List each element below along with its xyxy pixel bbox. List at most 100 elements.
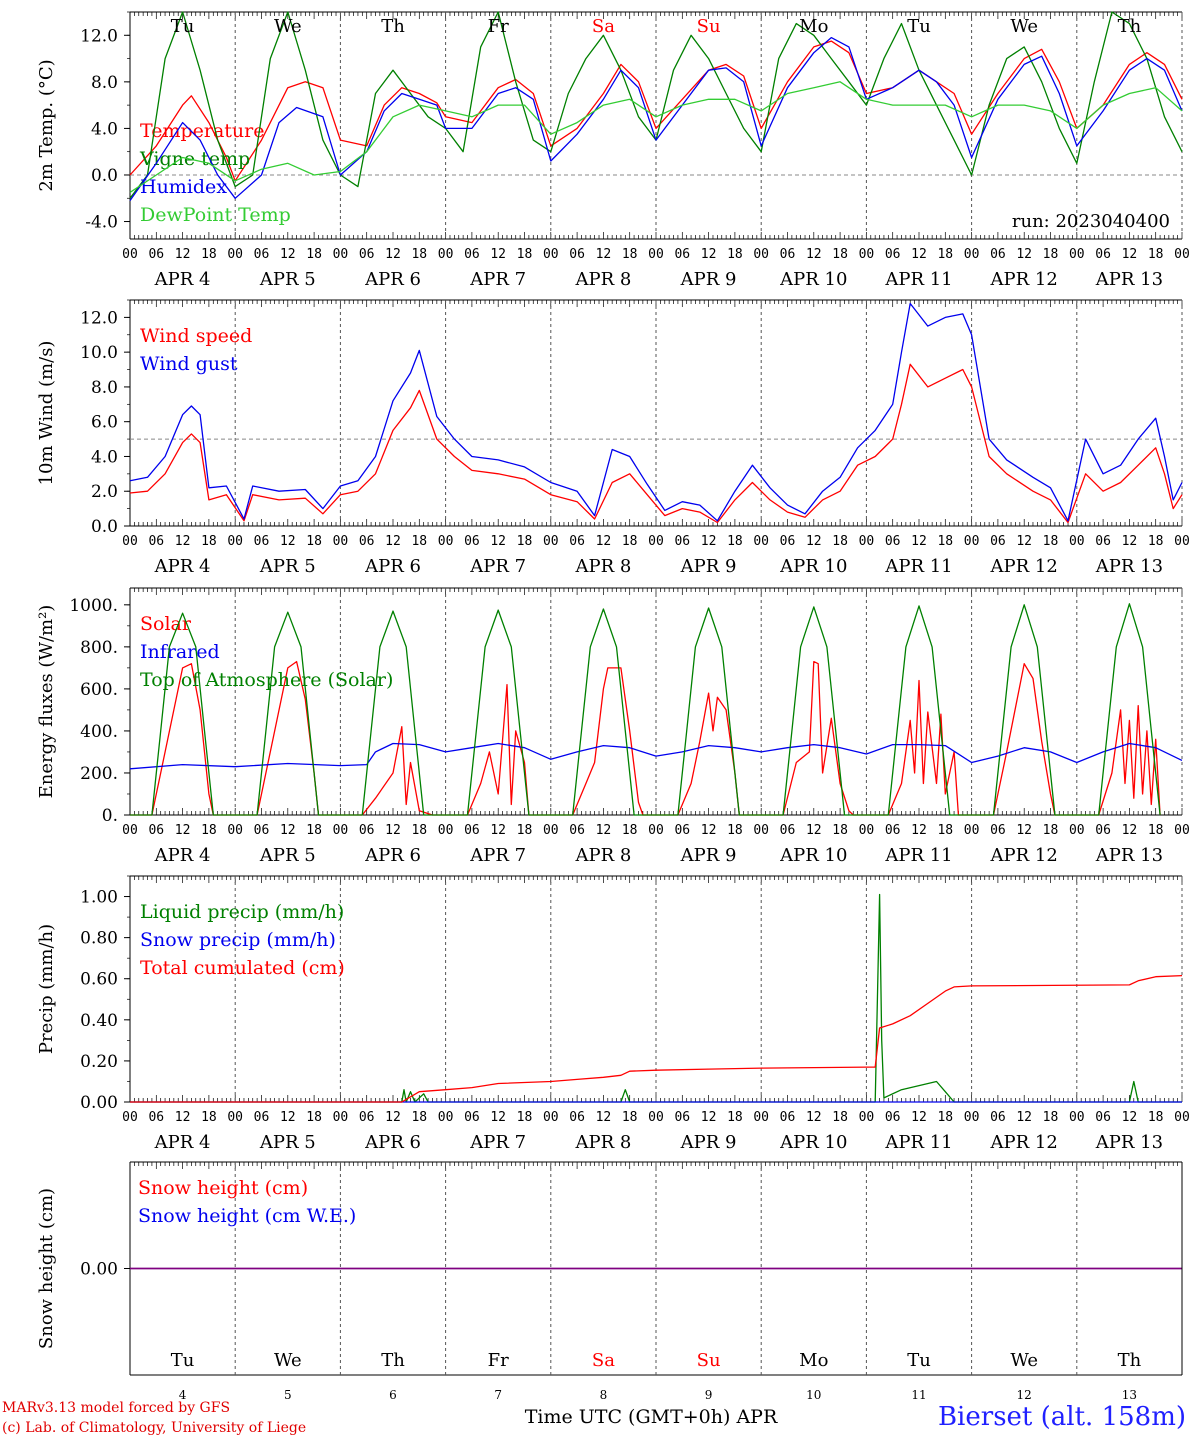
- hour-tick-label: 18: [622, 1110, 638, 1125]
- hour-tick-label: 00: [1069, 534, 1085, 549]
- y-axis-label: 10m Wind (m/s): [36, 341, 57, 486]
- hour-tick-label: 06: [254, 247, 270, 262]
- hour-tick-label: 06: [990, 247, 1006, 262]
- series-top-of-atmosphere-solar-: [130, 603, 1161, 816]
- hour-tick-label: 12: [596, 534, 612, 549]
- y-tick-label: 0.20: [80, 1052, 118, 1072]
- weekday-label: Su: [697, 16, 721, 37]
- hour-tick-label: 00: [227, 823, 243, 838]
- panel-2: 0.0 2.0 4.0 6.0 8.0 10.0 12.0 10m Wind (m/s) Win…: [36, 299, 1190, 577]
- hour-tick-label: 00: [122, 247, 138, 262]
- hour-tick-label: 12: [596, 247, 612, 262]
- y-tick-label: 8.0: [91, 378, 118, 398]
- credit-lab: (c) Lab. of Climatology, University of L…: [2, 1420, 307, 1436]
- date-label: APR 8: [574, 556, 631, 577]
- hour-tick-label: 12: [385, 534, 401, 549]
- hour-tick-label: 06: [1095, 1110, 1111, 1125]
- panel-3: 0. 200. 400. 600. 800. 1000. Energy fluxes (W/…: [36, 587, 1190, 866]
- hour-tick-label: 06: [254, 1110, 270, 1125]
- legend-entry: Total cumulated (cm): [140, 957, 345, 979]
- hour-tick-label: 00: [227, 247, 243, 262]
- hour-tick-label: 00: [964, 534, 980, 549]
- legend-entry: Infrared: [140, 641, 220, 663]
- hour-tick-label: 06: [148, 823, 164, 838]
- credit-model: MARv3.13 model forced by GFS: [2, 1400, 231, 1416]
- date-label: APR 5: [259, 556, 316, 577]
- y-tick-label: 0.00: [80, 1093, 118, 1113]
- y-tick-label: 1.00: [80, 888, 118, 908]
- hour-tick-label: 06: [464, 534, 480, 549]
- hour-tick-label: 06: [359, 534, 375, 549]
- weekday-label: We: [274, 16, 302, 37]
- hour-tick-label: 00: [543, 247, 559, 262]
- legend-entry: Vigne temp: [139, 148, 250, 170]
- hour-tick-label: 12: [490, 534, 506, 549]
- hour-tick-label: 18: [622, 247, 638, 262]
- y-tick-label: 4.0: [91, 119, 118, 139]
- hour-tick-label: 06: [569, 247, 585, 262]
- date-label: APR 12: [990, 269, 1058, 290]
- hour-tick-label: 06: [885, 823, 901, 838]
- hour-tick-label: 18: [517, 534, 533, 549]
- hour-tick-label: 18: [306, 1110, 322, 1125]
- hour-tick-label: 18: [411, 534, 427, 549]
- date-label: APR 5: [259, 269, 316, 290]
- date-label: APR 11: [884, 556, 952, 577]
- hour-tick-label: 12: [280, 1110, 296, 1125]
- y-tick-label: 400.: [80, 722, 118, 742]
- day-number: 4: [179, 1388, 187, 1402]
- run-annotation: run: 2023040400: [1012, 211, 1170, 232]
- hour-tick-label: 00: [964, 823, 980, 838]
- weekday-label: Tu: [907, 16, 931, 37]
- hour-tick-label: 06: [780, 823, 796, 838]
- hour-tick-label: 12: [175, 534, 191, 549]
- hour-tick-label: 12: [701, 534, 717, 549]
- weekday-label: We: [1010, 1350, 1038, 1371]
- date-label: APR 9: [680, 556, 737, 577]
- y-tick-label: 0.0: [91, 166, 118, 186]
- hour-tick-label: 18: [201, 534, 217, 549]
- hour-tick-label: 18: [832, 823, 848, 838]
- hour-tick-label: 18: [727, 534, 743, 549]
- series-humidex: [129, 36, 1183, 201]
- weekday-label: We: [1010, 16, 1038, 37]
- hour-tick-label: 00: [648, 534, 664, 549]
- hour-tick-label: 12: [911, 823, 927, 838]
- day-number: 6: [389, 1388, 397, 1402]
- hour-tick-label: 12: [175, 823, 191, 838]
- hour-tick-label: 06: [674, 1110, 690, 1125]
- series-wind-speed: [129, 363, 1183, 524]
- weekday-label: Th: [381, 1350, 405, 1371]
- legend-entry: Liquid precip (mm/h): [140, 901, 344, 923]
- date-label: APR 13: [1095, 556, 1163, 577]
- hour-tick-label: 00: [333, 823, 349, 838]
- hour-tick-label: 00: [1069, 247, 1085, 262]
- day-number: 5: [284, 1388, 292, 1402]
- date-label: APR 12: [990, 556, 1058, 577]
- hour-tick-label: 12: [385, 247, 401, 262]
- hour-tick-label: 12: [911, 1110, 927, 1125]
- weekday-label: Th: [1118, 1350, 1142, 1371]
- hour-tick-label: 18: [411, 823, 427, 838]
- date-label: APR 8: [574, 845, 631, 866]
- hour-tick-label: 06: [674, 247, 690, 262]
- hour-tick-label: 06: [569, 534, 585, 549]
- y-tick-label: 0.60: [80, 970, 118, 990]
- hour-tick-label: 18: [1148, 534, 1164, 549]
- hour-tick-label: 06: [569, 823, 585, 838]
- hour-tick-label: 06: [780, 534, 796, 549]
- y-tick-label: 600.: [80, 680, 118, 700]
- hour-tick-label: 12: [1122, 534, 1138, 549]
- day-number: 12: [1017, 1388, 1032, 1402]
- day-number: 10: [806, 1388, 821, 1402]
- hour-tick-label: 12: [806, 534, 822, 549]
- hour-tick-label: 00: [753, 823, 769, 838]
- hour-tick-label: 18: [622, 534, 638, 549]
- hour-tick-label: 12: [1016, 247, 1032, 262]
- y-axis-label: 2m Temp. (°C): [36, 59, 57, 191]
- hour-tick-label: 00: [1069, 1110, 1085, 1125]
- y-tick-label: 800.: [80, 638, 118, 658]
- y-tick-label: 12.0: [80, 26, 118, 46]
- hour-tick-label: 12: [280, 247, 296, 262]
- hour-tick-label: 18: [832, 247, 848, 262]
